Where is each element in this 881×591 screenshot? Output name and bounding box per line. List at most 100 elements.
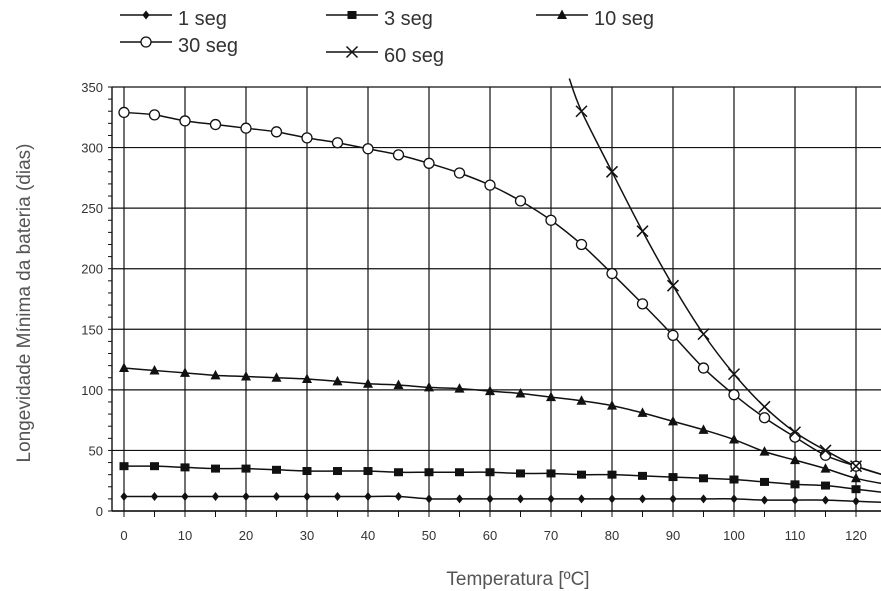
marker-square bbox=[699, 474, 708, 483]
legend-label: 10 seg bbox=[594, 8, 654, 30]
marker-triangle bbox=[424, 381, 434, 392]
marker-square bbox=[333, 467, 342, 476]
marker-diamond bbox=[516, 494, 525, 504]
marker-square bbox=[760, 477, 769, 486]
marker-x bbox=[788, 426, 802, 439]
legend-label: 60 seg bbox=[384, 45, 444, 67]
marker-square bbox=[272, 465, 281, 474]
marker-triangle bbox=[210, 369, 221, 380]
marker-diamond bbox=[242, 491, 250, 501]
x-tick-label: 20 bbox=[239, 528, 253, 543]
y-tick-label: 100 bbox=[81, 383, 103, 398]
marker-diamond bbox=[699, 494, 708, 504]
marker-diamond bbox=[364, 491, 372, 501]
marker-circle bbox=[179, 115, 191, 127]
legend-label: 1 seg bbox=[178, 8, 227, 30]
marker-circle bbox=[148, 109, 161, 121]
x-tick-label: 10 bbox=[178, 528, 192, 543]
series-markers bbox=[118, 105, 863, 506]
marker-triangle bbox=[576, 395, 587, 405]
y-tick-label: 250 bbox=[81, 201, 103, 216]
marker-circle bbox=[789, 431, 801, 443]
legend-label: 3 seg bbox=[384, 8, 433, 30]
x-tick-label: 100 bbox=[723, 528, 745, 543]
marker-square bbox=[668, 473, 678, 482]
marker-circle bbox=[606, 267, 618, 280]
marker-circle bbox=[240, 122, 252, 134]
marker-triangle bbox=[119, 362, 129, 373]
marker-circle bbox=[819, 449, 832, 461]
marker-triangle bbox=[515, 387, 526, 398]
marker-square bbox=[241, 464, 251, 473]
marker-square bbox=[363, 467, 373, 476]
y-tick-label: 150 bbox=[81, 322, 103, 337]
marker-diamond bbox=[333, 491, 342, 501]
marker-square bbox=[546, 469, 556, 478]
marker-circle bbox=[423, 157, 435, 169]
y-tick-labels: 0 50 100 150 200 250 300 350 bbox=[81, 80, 103, 519]
marker-diamond bbox=[150, 491, 159, 501]
marker-square bbox=[821, 481, 830, 490]
marker-triangle bbox=[637, 407, 648, 417]
marker-square bbox=[211, 464, 220, 473]
marker-triangle bbox=[546, 391, 556, 402]
marker-circle bbox=[758, 412, 771, 424]
marker-triangle bbox=[668, 415, 678, 426]
y-axis-title: Longevidade Mínima da bateria (dias) bbox=[14, 144, 35, 463]
marker-triangle bbox=[393, 379, 404, 390]
marker-diamond bbox=[142, 10, 150, 20]
legend-item: 60 seg bbox=[326, 45, 444, 67]
marker-x bbox=[849, 460, 863, 473]
marker-circle bbox=[362, 143, 374, 155]
marker-circle bbox=[728, 389, 740, 401]
marker-square bbox=[516, 469, 525, 478]
marker-diamond bbox=[791, 495, 799, 505]
marker-triangle bbox=[759, 446, 770, 456]
x-tick-label: 110 bbox=[785, 528, 806, 543]
marker-circle bbox=[209, 118, 222, 131]
marker-square bbox=[729, 475, 739, 484]
y-tick-label: 0 bbox=[96, 504, 103, 519]
marker-diamond bbox=[821, 495, 830, 505]
marker-diamond bbox=[455, 494, 464, 504]
x-tick-label: 120 bbox=[845, 528, 867, 543]
marker-square bbox=[485, 468, 495, 477]
marker-x bbox=[605, 165, 619, 178]
x-tick-label: 50 bbox=[422, 528, 436, 543]
marker-diamond bbox=[852, 496, 860, 506]
marker-x bbox=[697, 328, 710, 341]
marker-triangle bbox=[820, 463, 831, 473]
marker-square bbox=[455, 468, 464, 477]
x-tick-label: 40 bbox=[361, 528, 375, 543]
marker-triangle bbox=[149, 364, 160, 375]
marker-diamond bbox=[547, 494, 555, 504]
marker-square bbox=[424, 468, 434, 477]
y-tick-label: 200 bbox=[81, 262, 103, 277]
marker-circle bbox=[514, 195, 527, 207]
x-tick-label: 70 bbox=[544, 528, 558, 543]
marker-triangle bbox=[790, 454, 800, 465]
marker-triangle bbox=[485, 385, 495, 396]
legend-label: 30 seg bbox=[178, 35, 238, 57]
legend-item: 1 seg bbox=[120, 8, 227, 30]
marker-square bbox=[119, 462, 129, 471]
marker-triangle bbox=[851, 472, 861, 483]
marker-triangle bbox=[698, 424, 709, 434]
marker-square bbox=[790, 480, 800, 489]
y-tick-label: 350 bbox=[81, 80, 103, 95]
marker-diamond bbox=[394, 491, 403, 501]
marker-diamond bbox=[425, 494, 433, 504]
marker-diamond bbox=[760, 495, 769, 505]
marker-circle bbox=[667, 329, 679, 341]
x-tick-label: 80 bbox=[605, 528, 619, 543]
marker-x bbox=[727, 368, 741, 381]
y-tick-label: 300 bbox=[81, 141, 103, 156]
marker-triangle bbox=[557, 9, 567, 19]
marker-diamond bbox=[211, 491, 220, 501]
marker-square bbox=[150, 462, 159, 471]
marker-triangle bbox=[729, 434, 739, 444]
marker-diamond bbox=[486, 494, 494, 504]
marker-x bbox=[758, 400, 771, 413]
marker-x bbox=[666, 279, 680, 292]
